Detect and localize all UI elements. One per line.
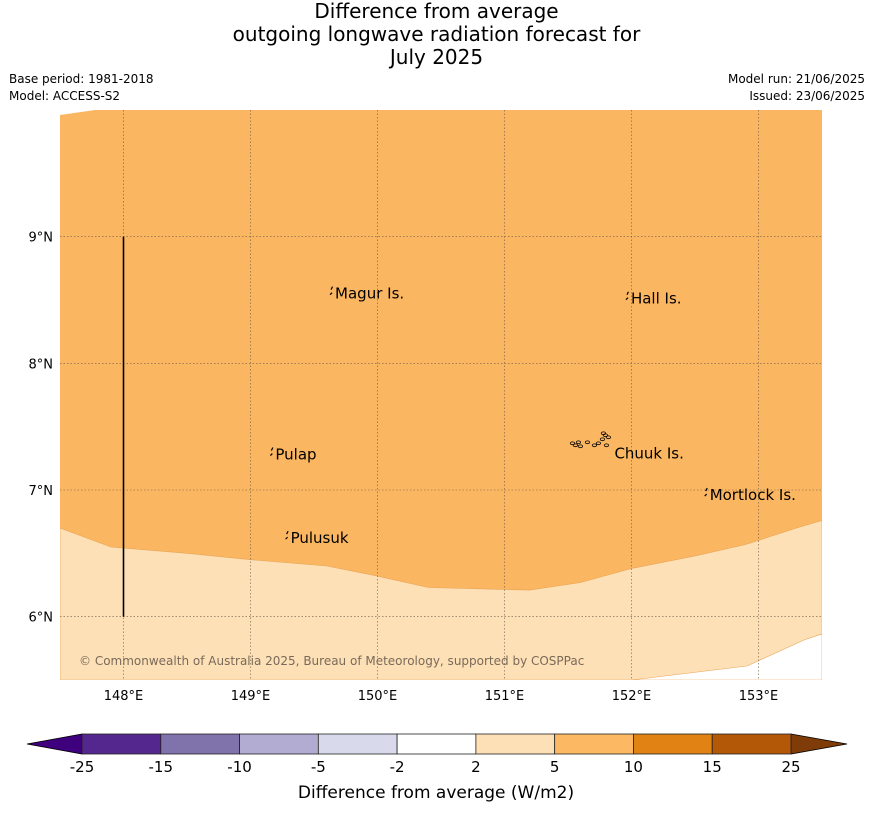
colorbar-tick-label: 15 bbox=[703, 758, 722, 776]
lat-tick-label: 7°N bbox=[29, 484, 54, 499]
meta-right: Model run: 21/06/2025 Issued: 23/06/2025 bbox=[728, 71, 865, 105]
map-axes: 148°E 149°E 150°E 151°E 152°E 153°E 9°N 8°N 7°N 6… bbox=[29, 231, 779, 704]
lon-tick-label: 150°E bbox=[358, 689, 398, 704]
chuuk-islet bbox=[595, 441, 602, 446]
place-label: Pulap bbox=[275, 446, 316, 464]
colorbar-swatch bbox=[396, 733, 477, 755]
colorbar-under-extend bbox=[26, 733, 83, 755]
colorbar-swatch bbox=[475, 733, 556, 755]
lon-tick-label: 151°E bbox=[485, 689, 525, 704]
title-line-2: outgoing longwave radiation forecast for bbox=[232, 22, 641, 46]
colorbar-tick-label: 10 bbox=[624, 758, 643, 776]
place-label: Magur Is. bbox=[335, 285, 404, 303]
base-period: Base period: 1981-2018 bbox=[9, 72, 154, 86]
place-label: Mortlock Is. bbox=[710, 486, 796, 504]
colorbar-swatch bbox=[554, 733, 634, 755]
place-label: Pulusuk bbox=[291, 529, 349, 547]
colorbar-tick-label: -15 bbox=[149, 758, 174, 776]
chuuk-islet bbox=[577, 444, 584, 449]
colorbar-swatch bbox=[160, 733, 240, 755]
chuuk-islet bbox=[584, 440, 591, 445]
lon-tick-label: 148°E bbox=[104, 689, 144, 704]
lat-tick-label: 6°N bbox=[29, 611, 54, 626]
band-2-to-5 bbox=[60, 520, 822, 680]
hall-island-outline bbox=[625, 291, 629, 301]
colorbar-swatch bbox=[81, 733, 162, 755]
pulusuk-island-outline bbox=[285, 530, 289, 540]
title-line-1: Difference from average bbox=[314, 0, 559, 23]
mortlock-island-outline bbox=[704, 487, 708, 497]
model-name: Model: ACCESS-S2 bbox=[9, 89, 121, 103]
chuuk-islet bbox=[605, 435, 612, 440]
chuuk-islet bbox=[575, 440, 582, 445]
colorbar-swatch bbox=[239, 733, 319, 755]
colorbar-over-extend bbox=[790, 733, 848, 755]
chart-title: Difference from average outgoing longwav… bbox=[0, 0, 873, 69]
colorbar-swatch bbox=[711, 733, 792, 755]
issued-date: Issued: 23/06/2025 bbox=[749, 89, 865, 103]
colorbar-label: Difference from average (W/m2) bbox=[298, 783, 574, 803]
copyright-notice: © Commonwealth of Australia 2025, Bureau… bbox=[79, 654, 584, 668]
colorbar-tick-label: -2 bbox=[390, 758, 405, 776]
pulap-island-outline bbox=[269, 447, 274, 456]
title-line-3: July 2025 bbox=[389, 45, 484, 69]
map-panel: Magur Is. Hall Is. Pulap Chuuk Is. Mortlock … bbox=[60, 110, 822, 680]
chuuk-islet bbox=[569, 441, 576, 446]
colorbar-tick-label: -10 bbox=[227, 758, 252, 776]
colorbar-tick-label: -5 bbox=[311, 758, 326, 776]
colorbar-tick-label: 5 bbox=[550, 758, 560, 776]
chuuk-island-outline bbox=[569, 431, 612, 449]
map-content: Magur Is. Hall Is. Pulap Chuuk Is. Mortlock … bbox=[60, 110, 822, 680]
colorbar-swatch bbox=[633, 733, 713, 755]
chuuk-islet bbox=[603, 443, 610, 448]
lon-tick-label: 153°E bbox=[739, 689, 779, 704]
lon-tick-label: 149°E bbox=[231, 689, 271, 704]
colorbar-swatch bbox=[317, 733, 398, 755]
chuuk-islet bbox=[572, 443, 579, 448]
lat-tick-label: 9°N bbox=[29, 231, 54, 246]
colorbar-tick-label: 2 bbox=[471, 758, 481, 776]
chuuk-islet bbox=[600, 431, 607, 436]
place-label: Chuuk Is. bbox=[614, 444, 683, 462]
place-label: Hall Is. bbox=[631, 290, 682, 308]
chuuk-islet bbox=[599, 437, 606, 442]
chuuk-islet bbox=[591, 443, 598, 448]
model-run: Model run: 21/06/2025 bbox=[727, 72, 865, 86]
colorbar-tick-label: -25 bbox=[70, 758, 95, 776]
magur-island-outline bbox=[329, 286, 334, 296]
lat-tick-label: 8°N bbox=[29, 357, 54, 372]
no-data-bottom-right bbox=[631, 633, 822, 680]
colorbar-tick-label: 25 bbox=[781, 758, 800, 776]
lon-tick-label: 152°E bbox=[612, 689, 652, 704]
no-data-top-left bbox=[60, 110, 95, 115]
meta-left: Base period: 1981-2018 Model: ACCESS-S2 bbox=[9, 71, 154, 105]
